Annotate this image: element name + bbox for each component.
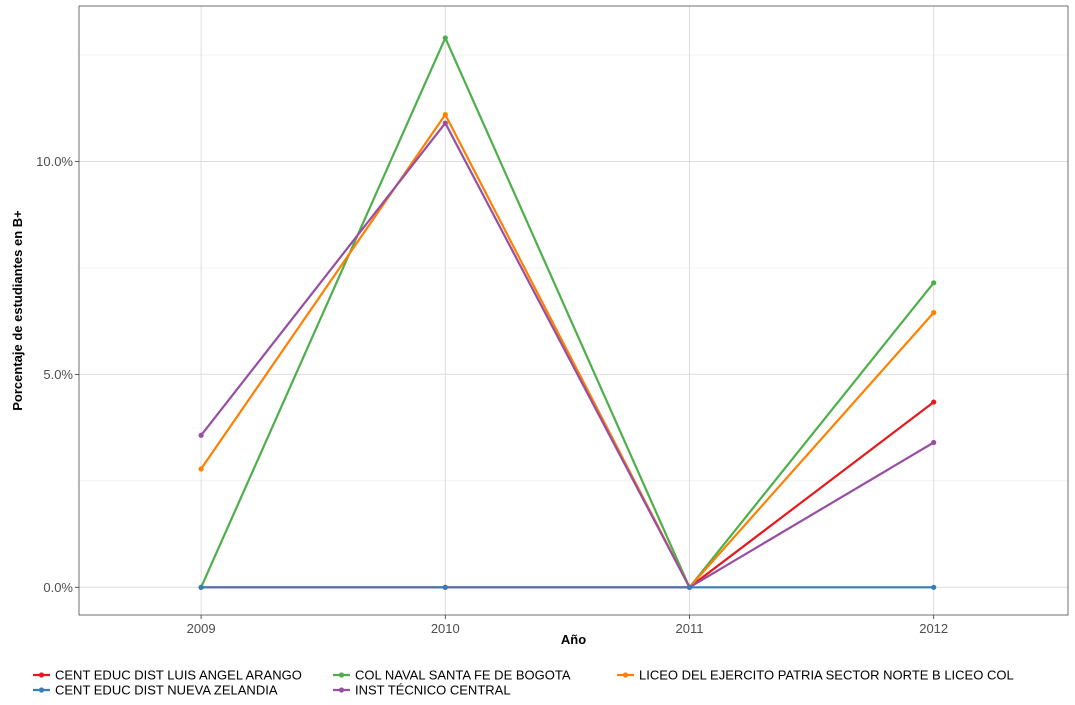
legend-key-point xyxy=(338,687,345,693)
data-point xyxy=(931,280,937,286)
data-point xyxy=(442,111,448,118)
x-tick-label: 2010 xyxy=(431,621,460,636)
legend-label: INST TÉCNICO CENTRAL xyxy=(355,683,511,698)
data-point xyxy=(931,310,937,316)
y-tick-label: 5.0% xyxy=(43,367,73,382)
data-point xyxy=(442,35,448,41)
data-point xyxy=(442,584,448,590)
y-tick-label: 0.0% xyxy=(43,580,73,595)
panel-border xyxy=(78,5,1069,616)
data-point xyxy=(198,432,204,438)
x-tick-label: 2012 xyxy=(919,621,948,636)
y-axis-ticks: 0.0% 5.0% 10.0% xyxy=(36,154,79,595)
x-tick-label: 2009 xyxy=(187,621,216,636)
legend-label: LICEO DEL EJERCITO PATRIA SECTOR NORTE B… xyxy=(639,668,1014,683)
data-point xyxy=(442,120,448,126)
data-point xyxy=(931,399,937,405)
series-line xyxy=(200,36,935,589)
series-lines xyxy=(198,35,937,590)
data-point xyxy=(686,584,693,590)
legend-key-point xyxy=(38,687,45,693)
data-point xyxy=(931,439,937,446)
legend-label: CENT EDUC DIST LUIS ANGEL ARANGO xyxy=(55,668,302,683)
x-tick-label: 2011 xyxy=(676,621,704,636)
legend-key-point xyxy=(38,672,45,678)
x-axis-ticks: 2009 2010 2011 2012 xyxy=(187,615,948,636)
legend-key-point xyxy=(622,672,629,678)
series-line xyxy=(200,121,935,589)
legend-key-point xyxy=(338,672,345,678)
series-line xyxy=(200,113,935,589)
data-point xyxy=(198,584,204,590)
legend: CENT EDUC DIST LUIS ANGEL ARANGO COL NAVA… xyxy=(33,668,1014,698)
y-tick-label: 10.0% xyxy=(36,154,73,169)
legend-label: CENT EDUC DIST NUEVA ZELANDIA xyxy=(55,683,278,698)
x-axis-title: Año xyxy=(561,632,586,647)
data-point xyxy=(198,466,204,472)
legend-label: COL NAVAL SANTA FE DE BOGOTA xyxy=(355,668,571,683)
y-axis-title: Porcentaje de estudiantes en B+ xyxy=(10,210,25,411)
data-point xyxy=(931,584,937,590)
